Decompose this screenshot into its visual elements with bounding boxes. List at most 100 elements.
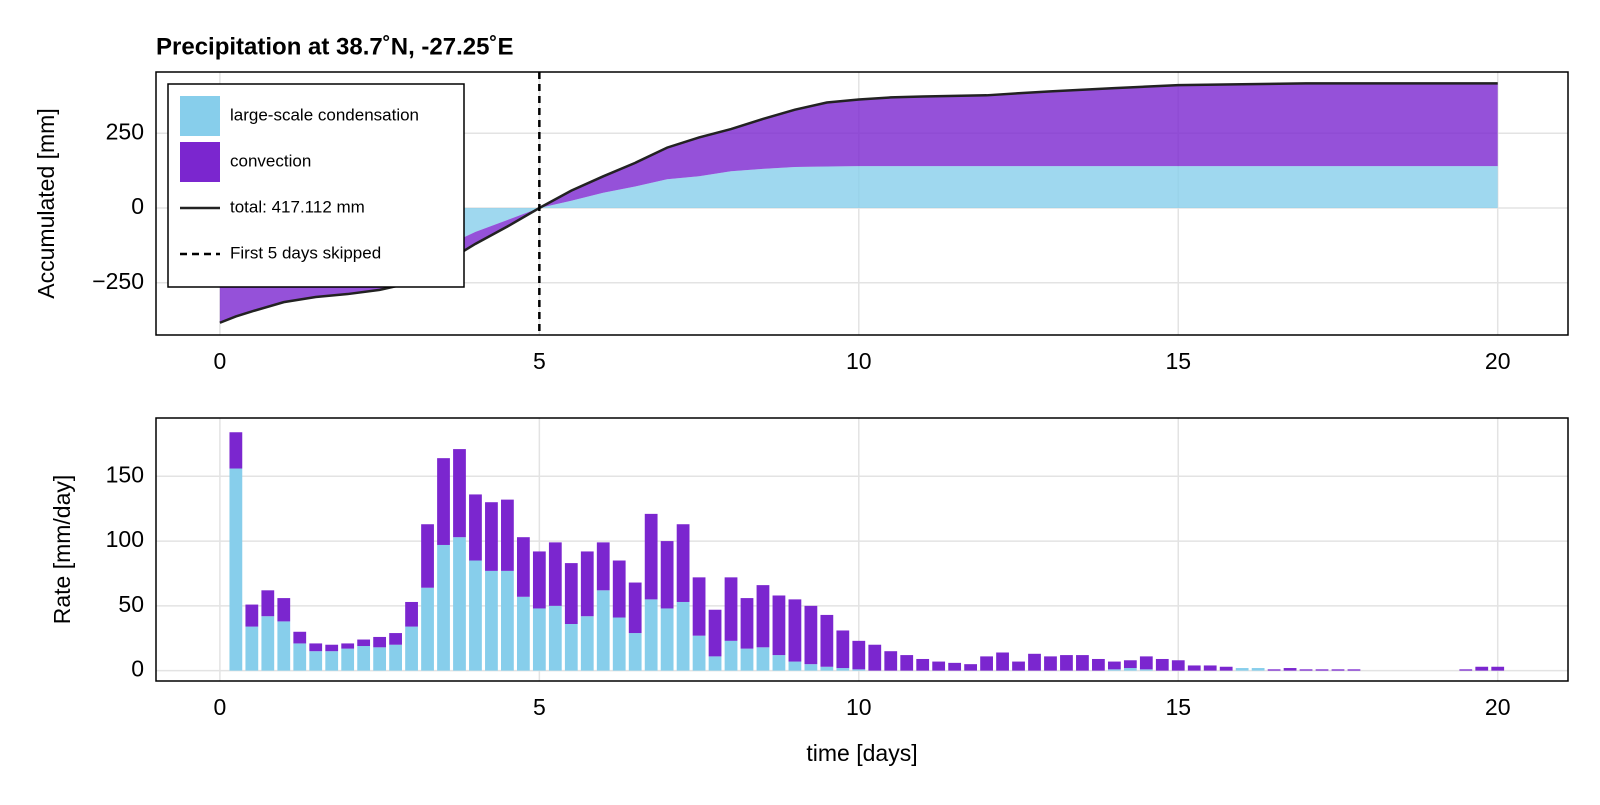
bar	[1491, 666, 1505, 671]
bar	[708, 656, 722, 671]
legend-label: First 5 days skipped	[230, 243, 381, 262]
bar	[405, 601, 418, 627]
chart-title: Precipitation at 38.7˚N, -27.25˚E	[156, 33, 513, 60]
bar	[580, 616, 594, 671]
bar	[325, 644, 339, 652]
bar	[580, 551, 594, 617]
bar	[421, 524, 434, 588]
bar	[628, 633, 642, 671]
bar	[309, 643, 323, 652]
bar	[548, 605, 562, 671]
y-axis-label: Accumulated [mm]	[33, 108, 59, 298]
total-line	[219, 82, 1498, 324]
bar	[325, 651, 339, 671]
y-tick-label: 50	[118, 591, 144, 617]
bar	[804, 605, 818, 665]
bar	[1060, 655, 1073, 671]
bar	[612, 617, 626, 671]
bar	[628, 582, 642, 634]
x-tick-label: 5	[533, 348, 546, 374]
bar	[1171, 660, 1185, 671]
bar	[772, 595, 786, 656]
bar	[1139, 669, 1153, 671]
bar	[1139, 656, 1153, 670]
x-tick-label: 0	[213, 348, 226, 374]
bar	[1219, 666, 1233, 671]
bar	[1155, 658, 1169, 671]
bar	[357, 639, 371, 647]
bar	[1283, 668, 1297, 671]
bar	[389, 644, 402, 671]
bar	[900, 655, 914, 671]
bar	[1012, 661, 1025, 671]
bar	[532, 551, 546, 609]
bar	[1203, 665, 1217, 671]
area	[219, 83, 1498, 323]
bar	[660, 608, 674, 671]
x-tick-label: 20	[1485, 694, 1511, 720]
bar	[261, 590, 275, 617]
bar	[469, 494, 482, 561]
bar	[1235, 668, 1249, 671]
bar	[501, 499, 514, 571]
bar	[229, 468, 243, 671]
bar	[612, 560, 626, 618]
bar	[1107, 669, 1121, 671]
bar	[548, 542, 562, 606]
y-tick-label: 0	[131, 656, 144, 682]
bar	[740, 648, 754, 671]
x-tick-label: 10	[846, 694, 872, 720]
bar	[1299, 669, 1313, 671]
bar	[772, 655, 786, 671]
legend-swatch	[180, 142, 220, 182]
bar	[644, 599, 658, 671]
bar	[469, 560, 482, 671]
bar	[245, 604, 259, 627]
bar	[293, 631, 307, 644]
bar	[293, 643, 307, 671]
bar	[788, 661, 802, 671]
x-tick-label: 5	[533, 694, 546, 720]
bar	[564, 623, 578, 671]
x-tick-label: 20	[1485, 348, 1511, 374]
bar	[1331, 669, 1345, 671]
bar	[916, 658, 930, 671]
bar	[596, 590, 610, 671]
bar	[692, 635, 706, 671]
bar	[1028, 653, 1041, 671]
bar	[485, 570, 498, 671]
bar	[596, 542, 610, 591]
bar	[1123, 660, 1137, 669]
bar	[660, 541, 674, 609]
bar	[357, 646, 371, 671]
bar	[437, 544, 450, 671]
y-tick-label: 100	[106, 526, 144, 552]
bar	[1251, 668, 1265, 671]
legend-swatch	[180, 96, 220, 136]
bar	[229, 432, 243, 469]
legend-label: large-scale condensation	[230, 105, 419, 124]
bar	[852, 669, 866, 671]
bar	[1459, 669, 1473, 671]
bar	[341, 643, 355, 649]
bar	[516, 596, 530, 671]
bar	[820, 614, 834, 667]
bar	[1076, 655, 1089, 671]
bar	[277, 621, 291, 671]
bar	[309, 651, 323, 671]
legend-label: convection	[230, 151, 311, 170]
area	[219, 166, 1498, 281]
bar	[341, 648, 355, 671]
axes-frame	[155, 71, 1569, 336]
bar	[501, 570, 514, 671]
bar	[373, 647, 387, 671]
plot-area	[219, 72, 1498, 335]
bar	[277, 598, 291, 622]
bar	[836, 668, 850, 671]
bar	[788, 599, 802, 662]
bar	[1107, 661, 1121, 670]
bar	[692, 577, 706, 636]
y-axis-label: Rate [mm/day]	[49, 475, 75, 625]
bar	[820, 666, 834, 671]
